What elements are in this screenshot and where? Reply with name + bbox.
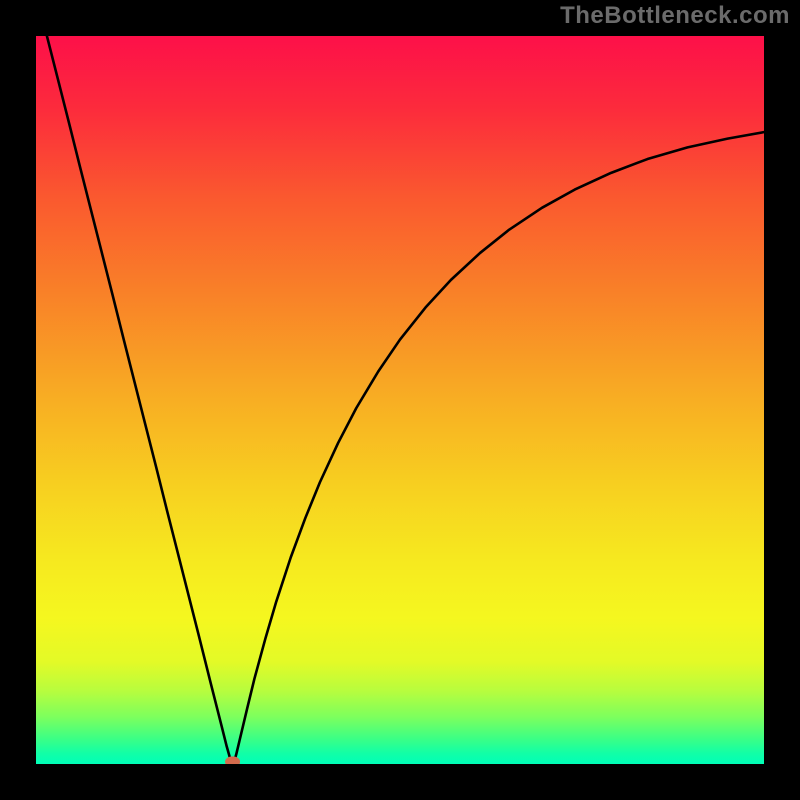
- chart-canvas: TheBottleneck.com: [0, 0, 800, 800]
- plot-area: [36, 36, 764, 764]
- plot-svg: [36, 36, 764, 764]
- watermark-text: TheBottleneck.com: [560, 2, 790, 30]
- gradient-background: [36, 36, 764, 764]
